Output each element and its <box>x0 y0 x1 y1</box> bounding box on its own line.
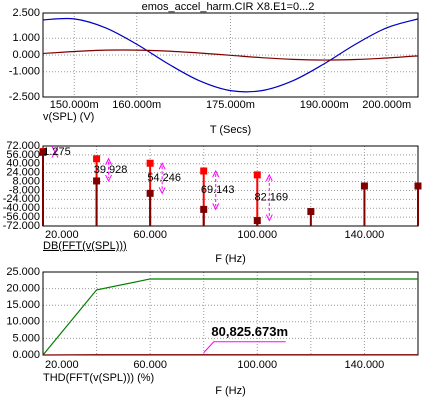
y-tick-label: 1.000 <box>12 32 40 44</box>
arrow-head <box>51 146 59 154</box>
arrow-head <box>265 173 273 182</box>
y-tick-label: 24.000 <box>6 167 40 179</box>
y-tick-label: 10.000 <box>6 316 40 328</box>
stem-marker <box>93 177 101 185</box>
annotation: 80,825.673m <box>211 324 288 339</box>
stem-marker <box>360 182 368 190</box>
y-tick-label: 15.000 <box>6 299 40 311</box>
y-tick-label: 25.000 <box>6 266 40 278</box>
stem-marker <box>39 148 47 156</box>
x-axis-label: F (Hz) <box>215 253 246 265</box>
x-tick-label: 140.000 <box>345 229 385 241</box>
plot-frame <box>42 12 419 98</box>
stem-marker <box>146 189 154 197</box>
x-tick-label: 175.000m <box>206 99 255 111</box>
arrow-head <box>105 157 113 166</box>
x-tick-label: 60.000 <box>133 229 167 241</box>
series-line <box>42 278 418 356</box>
chart-title: emos_accel_harm.CIR X8.E1=0...2 <box>142 1 315 13</box>
x-axis-label: T (Secs) <box>210 124 251 136</box>
x-tick-label: 160.000m <box>112 99 161 111</box>
y-tick-label: -8.000 <box>9 184 40 196</box>
leader-line <box>203 341 286 354</box>
series-line <box>42 17 419 93</box>
x-tick-label: 20.000 <box>45 359 79 371</box>
arrow-head <box>158 162 166 170</box>
annotation: 1.275 <box>43 146 71 158</box>
x-tick-label: 100.000 <box>237 229 277 241</box>
y-tick-label: 72.000 <box>6 140 40 152</box>
y-tick-label: 0.000 <box>12 49 40 61</box>
y-tick-label: -2.500 <box>9 91 40 103</box>
arrow-head <box>212 203 220 211</box>
arrow-head <box>212 169 220 178</box>
annotation: 39.928 <box>94 164 128 176</box>
x-tick-label: 190.000m <box>300 99 349 111</box>
y-tick-label: 5.000 <box>12 332 40 344</box>
y-tick-label: -24.000 <box>3 193 40 205</box>
y-tick-label: 2.500 <box>12 7 40 19</box>
stem-marker <box>93 155 101 163</box>
annotation: 54.246 <box>147 172 181 184</box>
stem-marker <box>253 171 261 179</box>
y-tick-label: -72.000 <box>3 220 40 232</box>
stem-marker <box>307 208 315 216</box>
x-tick-label: 200.000m <box>362 99 411 111</box>
series-label: v(SPL) (V) <box>43 111 94 123</box>
series-line <box>42 49 419 61</box>
x-tick-label: 60.000 <box>133 359 167 371</box>
stem-marker <box>200 205 208 213</box>
y-tick-label: 40.000 <box>6 158 40 170</box>
arrow-head <box>265 214 273 222</box>
x-tick-label: 20.000 <box>45 229 79 241</box>
annotation: 82.169 <box>254 192 288 204</box>
stem-marker <box>146 159 154 167</box>
y-tick-label: -1.000 <box>9 66 40 78</box>
y-tick-label: -40.000 <box>3 202 40 214</box>
stem-marker <box>253 217 261 225</box>
plot-frame <box>42 271 419 356</box>
x-axis-label: F (Hz) <box>215 385 246 397</box>
y-tick-label: 56.000 <box>6 149 40 161</box>
stem-marker <box>200 167 208 175</box>
annotation: 69.143 <box>201 184 235 196</box>
arrow-head <box>105 174 113 183</box>
stem-marker <box>414 182 422 190</box>
x-tick-label: 100.000 <box>237 359 277 371</box>
series-label: THD(FFT(v(SPL))) (%) <box>43 372 154 384</box>
arrow-head <box>158 187 166 195</box>
x-tick-label: 150.000m <box>50 99 99 111</box>
x-tick-label: 140.000 <box>345 359 385 371</box>
series-label: DB(FFT(v(SPL))) <box>43 240 127 252</box>
y-tick-label: 0.000 <box>12 349 40 361</box>
y-tick-label: -56.000 <box>3 211 40 223</box>
y-tick-label: 20.000 <box>6 283 40 295</box>
y-tick-label: 8.000 <box>12 175 40 187</box>
